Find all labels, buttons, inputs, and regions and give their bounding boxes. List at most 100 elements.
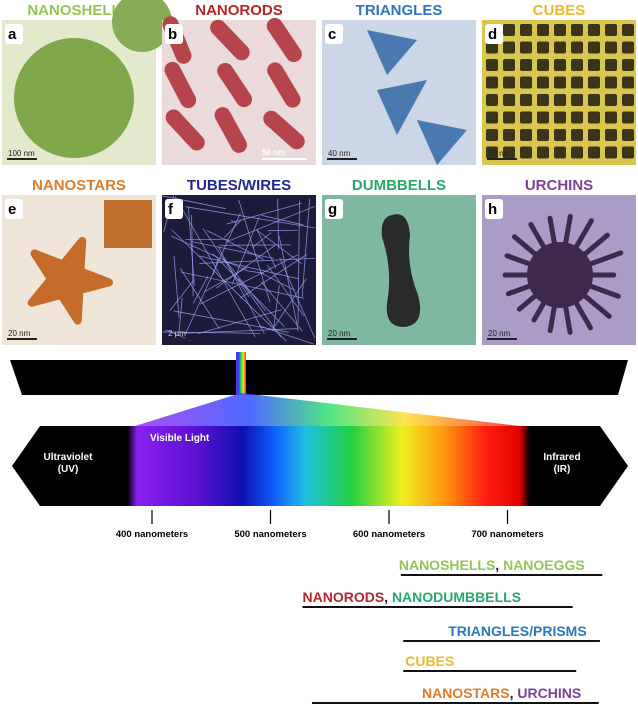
cube [588,41,600,54]
panel-letter: a [8,26,17,43]
cube [554,24,566,36]
tick-label: 700 nanometers [471,529,543,540]
cube [520,129,532,141]
range-label: TRIANGLES/PRISMS [448,623,586,639]
range-label: NANOSTARS, URCHINS [422,685,581,701]
range-label-part: NANOSTARS [422,685,510,701]
scale-label: 20 nm [328,329,351,338]
nanowire [162,195,226,210]
letter-box [485,199,503,219]
cube [622,111,634,124]
cube [622,59,634,71]
nanowire [173,310,289,333]
cube [622,129,634,141]
cube [503,146,515,159]
cube [503,111,515,124]
nanowire [279,257,316,339]
cube [588,111,600,124]
panel-title: CUBES [533,2,586,19]
cube [605,41,617,54]
cube [520,146,532,159]
cube [571,76,583,89]
panel: URCHINS h 20 nm [482,177,636,345]
cube [520,41,532,54]
cube [571,111,583,124]
nanowire [185,206,316,229]
nanowire [173,255,180,318]
range-label-part: NANOEGGS [503,557,585,573]
nanowire [277,198,280,250]
nanowire [238,199,271,303]
cube [605,146,617,159]
letter-box [325,24,343,44]
panel-title: TUBES/WIRES [187,177,291,194]
light-source-band [10,360,628,395]
cube [537,59,549,71]
nanowire [273,285,280,330]
nanorod [263,110,305,150]
triangle [417,120,467,165]
nanowire [256,229,302,264]
panel-title: NANOSTARS [32,177,126,194]
letter-box [5,199,23,219]
cube [503,59,515,71]
cube [605,111,617,124]
cube [588,146,600,159]
nanowire [278,236,299,332]
tick-label: 600 nanometers [353,529,425,540]
cube [622,76,634,89]
range-label-part: , [510,685,518,701]
uv-label: Ultraviolet [44,452,94,463]
range-label-part: URCHINS [517,685,581,701]
nanowire [171,229,287,342]
cube [486,41,498,54]
nanowire [197,309,282,334]
tick-label: 400 nanometers [116,529,188,540]
spectrum-band [12,426,628,506]
nanowire [273,278,307,327]
cube [588,129,600,141]
cube [537,24,549,36]
cube [554,76,566,89]
nanowire [260,281,303,332]
nanowire [198,255,299,280]
nanowire [179,268,220,330]
panel-title: DUMBBELLS [352,177,446,194]
particle [112,0,172,52]
nanowire [169,279,195,311]
range-label-part: NANOSHELLS [399,557,495,573]
letter-box [5,24,23,44]
range-label-part: CUBES [405,653,454,669]
panel-letter: h [488,201,497,218]
nanorod [217,62,252,108]
panel-title: NANORODS [195,2,283,19]
triangle [377,80,427,135]
nanostar [27,236,113,325]
panel-letter: g [328,201,337,218]
urchin-core [527,242,593,308]
range-label-part: , [384,589,392,605]
cube [537,76,549,89]
prism-beam [236,352,246,395]
nanowire [192,276,209,304]
panel-letter: c [328,26,336,43]
cube [622,24,634,36]
dispersed-light [135,393,520,426]
nanorod [210,19,250,61]
nanowire [192,241,274,259]
cube [571,129,583,141]
panel: TRIANGLES c 40 nm [322,2,476,165]
nanorod [266,17,302,63]
cube [554,129,566,141]
cube [588,24,600,36]
nanowire [256,229,277,269]
cube [571,94,583,106]
nanowire [203,266,248,293]
cube [571,59,583,71]
cube [605,94,617,106]
letter-box [325,199,343,219]
cube [537,41,549,54]
scale-label: 100 nm [8,149,35,158]
cube [622,146,634,159]
cube [605,129,617,141]
